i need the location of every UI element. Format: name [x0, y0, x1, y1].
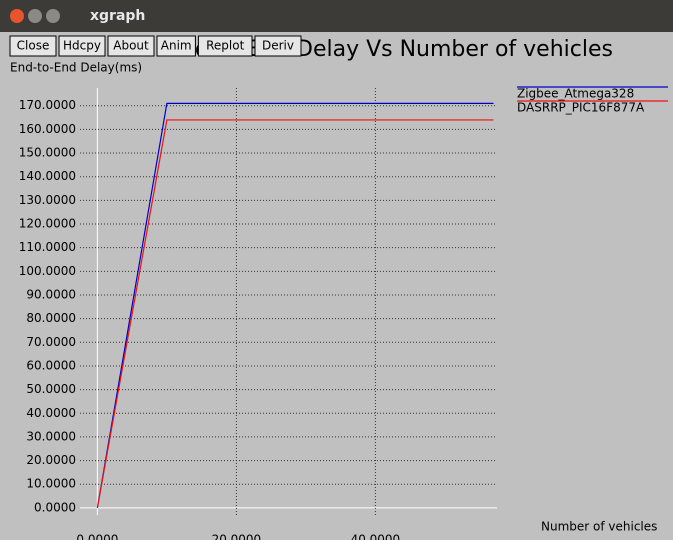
y-tick-label: 70.0000 — [26, 335, 76, 349]
y-tick-label: 160.0000 — [19, 122, 76, 136]
toolbar-button-label: Replot — [206, 39, 244, 53]
y-tick-label: 120.0000 — [19, 217, 76, 231]
y-tick-label: 170.0000 — [19, 98, 76, 112]
toolbar-button[interactable] — [197, 35, 253, 57]
toolbar-button[interactable] — [156, 35, 196, 57]
y-tick-label: 150.0000 — [19, 146, 76, 160]
toolbar-button[interactable] — [107, 35, 155, 57]
y-axis-label: End-to-End Delay(ms) — [10, 61, 142, 75]
title-bar — [0, 0, 673, 32]
toolbar-button[interactable] — [254, 35, 302, 57]
x-tick-label: 20.0000 — [212, 533, 262, 540]
y-tick-label: 130.0000 — [19, 193, 76, 207]
y-tick-label: 30.0000 — [26, 429, 76, 443]
toolbar-button-label: Anim — [161, 39, 192, 53]
series-line — [96, 119, 494, 509]
toolbar-button-label: Deriv — [262, 39, 294, 53]
y-tick-label: 100.0000 — [19, 264, 76, 278]
y-tick-label: 90.0000 — [26, 287, 76, 301]
x-axis-label: Number of vehicles — [541, 520, 657, 534]
y-tick-label: 50.0000 — [26, 382, 76, 396]
minimize-window[interactable] — [28, 9, 42, 23]
toolbar-button-label: About — [113, 39, 149, 53]
y-tick-label: 40.0000 — [26, 406, 76, 420]
x-tick-label: 0.0000 — [76, 533, 118, 540]
y-tick-label: 110.0000 — [19, 240, 76, 254]
maximize-window[interactable] — [46, 9, 60, 23]
toolbar-button[interactable] — [9, 35, 57, 57]
toolbar-button[interactable] — [58, 35, 106, 57]
toolbar-button-label: Close — [17, 39, 50, 53]
y-tick-label: 20.0000 — [26, 453, 76, 467]
series-line — [96, 102, 494, 509]
y-tick-label: 10.0000 — [26, 477, 76, 491]
y-tick-label: 0.0000 — [34, 500, 76, 514]
window-title: xgraph — [90, 8, 145, 24]
legend-label: Zigbee_Atmega328 — [517, 87, 634, 101]
legend-label: DASRRP_PIC16F877A — [517, 101, 645, 115]
x-tick-label: 40.0000 — [351, 533, 401, 540]
close-window[interactable] — [10, 9, 24, 23]
toolbar-button-label: Hdcpy — [63, 39, 101, 53]
y-tick-label: 60.0000 — [26, 358, 76, 372]
y-tick-label: 80.0000 — [26, 311, 76, 325]
y-tick-label: 140.0000 — [19, 169, 76, 183]
